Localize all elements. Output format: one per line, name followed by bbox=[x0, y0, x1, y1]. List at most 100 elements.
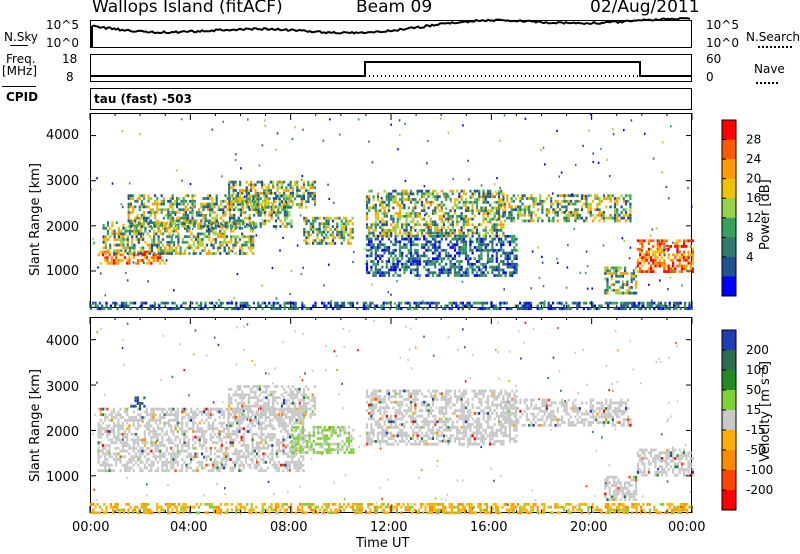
heatmap-cell bbox=[200, 460, 204, 464]
scatter-cell bbox=[672, 241, 674, 244]
heatmap-cell bbox=[201, 232, 204, 236]
heatmap-cell bbox=[187, 441, 190, 445]
heatmap-cell bbox=[412, 209, 415, 213]
heatmap-cell bbox=[675, 307, 678, 311]
heatmap-cell bbox=[210, 243, 213, 247]
heatmap-cell bbox=[269, 418, 272, 422]
heatmap-cell bbox=[267, 203, 270, 206]
heatmap-cell bbox=[197, 304, 200, 308]
heatmap-cell bbox=[285, 200, 288, 204]
heatmap-cell bbox=[392, 262, 395, 266]
heatmap-cell bbox=[412, 257, 415, 261]
heatmap-cell bbox=[464, 203, 468, 207]
heatmap-cell bbox=[372, 223, 375, 227]
heatmap-cell bbox=[229, 421, 232, 425]
heatmap-cell bbox=[620, 205, 623, 209]
heatmap-cell bbox=[112, 410, 116, 414]
scatter-cell bbox=[146, 258, 148, 261]
heatmap-cell bbox=[215, 222, 218, 226]
scatter-cell bbox=[272, 185, 275, 188]
heatmap-cell bbox=[122, 232, 125, 236]
scatter-cell bbox=[322, 139, 325, 142]
heatmap-cell bbox=[392, 251, 395, 255]
heatmap-cell bbox=[187, 216, 190, 220]
scatter-cell bbox=[541, 255, 543, 258]
heatmap-cell bbox=[495, 223, 498, 227]
heatmap-cell bbox=[253, 225, 256, 228]
heatmap-cell bbox=[334, 301, 337, 305]
heatmap-cell bbox=[220, 407, 223, 411]
heatmap-cell bbox=[266, 444, 270, 447]
heatmap-cell bbox=[480, 223, 483, 227]
heatmap-cell bbox=[143, 432, 146, 436]
heatmap-cell bbox=[347, 301, 350, 305]
heatmap-cell bbox=[137, 449, 140, 453]
heatmap-cell bbox=[289, 186, 292, 190]
heatmap-cell bbox=[464, 206, 468, 210]
heatmap-cell bbox=[427, 262, 430, 266]
heatmap-cell bbox=[203, 441, 206, 445]
heatmap-cell bbox=[486, 214, 490, 218]
heatmap-cell bbox=[381, 228, 384, 232]
heatmap-cell bbox=[253, 463, 256, 467]
heatmap-cell bbox=[338, 216, 341, 220]
heatmap-cell bbox=[148, 252, 151, 255]
heatmap-cell bbox=[126, 229, 129, 233]
heatmap-cell bbox=[231, 466, 234, 470]
heatmap-cell bbox=[678, 261, 681, 265]
scatter-cell bbox=[556, 257, 558, 260]
heatmap-cell bbox=[254, 200, 257, 204]
heatmap-cell bbox=[105, 304, 108, 308]
heatmap-cell bbox=[277, 466, 281, 470]
heatmap-cell bbox=[505, 307, 508, 311]
heatmap-cell bbox=[150, 240, 154, 244]
heatmap-cell bbox=[238, 463, 241, 467]
heatmap-cell bbox=[265, 186, 268, 190]
heatmap-cell bbox=[398, 307, 401, 311]
heatmap-cell bbox=[216, 441, 219, 445]
heatmap-cell bbox=[224, 222, 227, 226]
heatmap-cell bbox=[260, 427, 263, 431]
heatmap-cell bbox=[462, 237, 465, 241]
scatter-cell bbox=[390, 123, 392, 126]
heatmap-cell bbox=[145, 407, 149, 411]
heatmap-cell bbox=[403, 223, 406, 227]
scatter-cell bbox=[510, 217, 513, 220]
heatmap-cell bbox=[220, 421, 223, 425]
heatmap-cell bbox=[243, 252, 246, 255]
heatmap-cell bbox=[185, 435, 188, 439]
heatmap-cell bbox=[230, 203, 233, 206]
heatmap-cell bbox=[594, 194, 597, 198]
heatmap-cell bbox=[170, 407, 173, 411]
heatmap-cell bbox=[368, 195, 371, 199]
heatmap-cell bbox=[407, 198, 410, 201]
heatmap-cell bbox=[218, 469, 221, 473]
heatmap-cell bbox=[200, 205, 203, 209]
heatmap-cell bbox=[97, 427, 100, 431]
heatmap-cell bbox=[552, 307, 555, 311]
heatmap-cell bbox=[458, 200, 461, 204]
heatmap-cell bbox=[148, 413, 151, 417]
heatmap-cell bbox=[97, 253, 100, 257]
heatmap-cell bbox=[313, 180, 316, 184]
heatmap-cell bbox=[165, 438, 168, 442]
heatmap-cell bbox=[486, 220, 490, 224]
heatmap-cell bbox=[572, 202, 575, 206]
heatmap-cell bbox=[438, 217, 441, 221]
heatmap-cell bbox=[442, 203, 446, 207]
heatmap-cell bbox=[172, 243, 176, 247]
heatmap-cell bbox=[229, 466, 232, 470]
heatmap-cell bbox=[134, 427, 138, 431]
heatmap-cell bbox=[618, 197, 621, 200]
heatmap-cell bbox=[228, 197, 231, 200]
heatmap-cell bbox=[600, 304, 603, 308]
heatmap-cell bbox=[460, 274, 463, 277]
heatmap-cell bbox=[209, 194, 212, 198]
heatmap-cell bbox=[491, 195, 494, 199]
heatmap-cell bbox=[632, 272, 635, 275]
heatmap-cell bbox=[486, 254, 490, 258]
heatmap-cell bbox=[661, 250, 664, 254]
heatmap-cell bbox=[115, 460, 118, 464]
heatmap-cell bbox=[152, 407, 155, 411]
heatmap-cell bbox=[241, 205, 244, 209]
